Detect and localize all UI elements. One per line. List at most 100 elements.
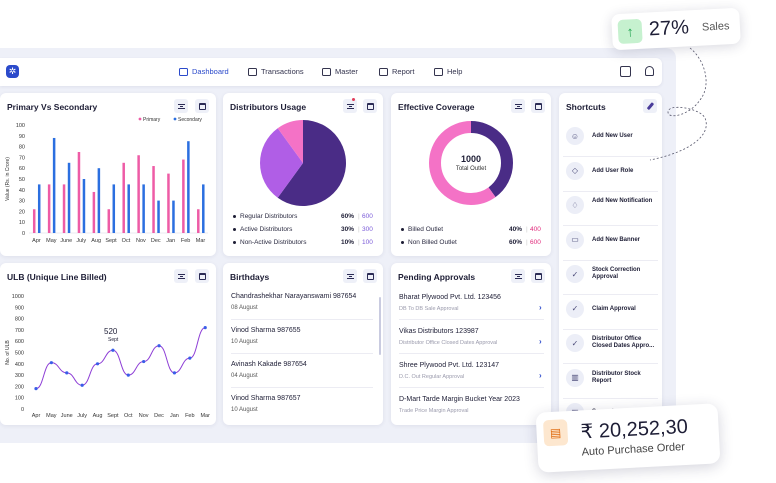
ulb-point-dec[interactable] (157, 344, 161, 348)
chevron-right-icon[interactable]: › (539, 337, 542, 346)
legend-count: 600 (530, 239, 541, 246)
y-tick-label: 50 (19, 177, 25, 183)
approval-name[interactable]: Vikas Distributors 123987 (399, 328, 479, 335)
shortcut-item[interactable]: ✓ Distributor Office Closed Dates Appro..… (559, 332, 662, 364)
bar-primary-aug[interactable] (92, 191, 96, 233)
legend-percent: 40% (509, 226, 523, 233)
bar-secondary-sept[interactable] (112, 184, 116, 233)
shortcut-item[interactable]: ✓ Claim Approval (559, 298, 662, 330)
bar-primary-jan[interactable] (167, 173, 170, 233)
bar-secondary-june[interactable] (67, 162, 71, 233)
birthday-name[interactable]: Vinod Sharma 987657 (231, 395, 301, 402)
nav-transactions[interactable]: Transactions (248, 67, 304, 76)
row-divider (399, 353, 544, 354)
bar-secondary-feb[interactable] (187, 141, 190, 233)
birthday-name[interactable]: Vinod Sharma 987655 (231, 327, 301, 334)
bar-primary-dec[interactable] (152, 166, 155, 233)
bar-secondary-jan[interactable] (172, 200, 175, 233)
nav-help[interactable]: Help (434, 67, 462, 76)
bar-primary-june[interactable] (62, 184, 66, 233)
bell-icon[interactable] (645, 66, 654, 76)
calendar-button[interactable] (531, 99, 545, 113)
filter-button[interactable] (343, 99, 357, 113)
bar-secondary-may[interactable] (52, 137, 56, 233)
ulb-point-apr[interactable] (34, 387, 38, 391)
ulb-point-july[interactable] (80, 383, 84, 387)
calendar-button[interactable] (531, 269, 545, 283)
row-divider (563, 363, 658, 364)
x-tick-label: Dec (154, 413, 164, 419)
calendar-button[interactable] (195, 269, 209, 283)
edit-shortcuts-button[interactable] (643, 99, 657, 113)
shortcut-item[interactable]: ✓ Stock Correction Approval (559, 263, 662, 295)
donut-segment-1[interactable] (429, 121, 513, 205)
calendar-button[interactable] (363, 269, 377, 283)
check-circle-icon: ✓ (566, 265, 584, 283)
shortcut-item[interactable]: ☺ Add New User (559, 125, 662, 157)
bar-secondary-dec[interactable] (157, 200, 160, 233)
nav-master[interactable]: Master (322, 67, 358, 76)
scrollbar[interactable] (379, 297, 381, 355)
bar-primary-july[interactable] (77, 152, 81, 233)
ulb-point-jan[interactable] (172, 371, 177, 375)
app-logo[interactable]: ✲ (6, 65, 19, 78)
ulb-point-feb[interactable] (188, 356, 192, 360)
chevron-right-icon[interactable]: › (539, 371, 542, 380)
pie-slice-2[interactable] (277, 120, 303, 163)
birthday-name[interactable]: Chandrashekhar Narayanswami 987654 (231, 293, 357, 300)
bar-secondary-nov[interactable] (142, 184, 145, 233)
ulb-point-sept[interactable] (111, 348, 115, 352)
birthday-name[interactable]: Avinash Kakade 987654 (231, 361, 307, 368)
shortcut-item[interactable]: ◇ Add User Role (559, 160, 662, 192)
legend-count: 600 (362, 213, 373, 220)
bar-primary-apr[interactable] (32, 209, 36, 233)
bar-primary-may[interactable] (47, 184, 51, 233)
filter-button[interactable] (174, 269, 188, 283)
filter-button[interactable] (343, 269, 357, 283)
bar-secondary-oct[interactable] (127, 184, 130, 233)
calendar-button[interactable] (363, 99, 377, 113)
legend-count: 300 (362, 226, 373, 233)
bar-primary-oct[interactable] (122, 162, 125, 233)
chevron-right-icon[interactable]: › (539, 303, 542, 312)
ulb-point-oct[interactable] (126, 373, 130, 377)
nav-report[interactable]: Report (379, 67, 415, 76)
y-tick-label: 30 (19, 199, 25, 205)
bar-secondary-aug[interactable] (97, 168, 101, 233)
shortcut-item[interactable]: ▭ Add New Banner (559, 229, 662, 261)
shortcut-item[interactable]: ♢ Add New Notification (559, 194, 662, 226)
bar-primary-mar[interactable] (197, 209, 200, 233)
ulb-point-may[interactable] (49, 361, 53, 365)
bar-secondary-july[interactable] (82, 179, 86, 233)
filter-icon (346, 273, 354, 279)
shortcut-item[interactable]: ▥ Distributor Stock Report (559, 367, 662, 399)
approval-name[interactable]: D-Mart Tarde Margin Bucket Year 2023 (399, 396, 520, 403)
ulb-point-nov[interactable] (142, 359, 146, 364)
pie-slice-1[interactable] (260, 128, 303, 198)
shortcut-label: Stock Correction Approval (592, 267, 641, 280)
ulb-point-mar[interactable] (203, 326, 207, 330)
ulb-point-june[interactable] (65, 371, 69, 375)
x-tick-label: Jan (170, 413, 179, 419)
filter-button[interactable] (174, 99, 188, 113)
user-icon: ☺ (566, 127, 584, 145)
pie-slice-0[interactable] (277, 120, 346, 207)
calendar-icon (198, 272, 206, 280)
bar-primary-nov[interactable] (137, 155, 140, 233)
y-tick-label: 800 (15, 317, 24, 323)
y-tick-label: 900 (15, 305, 24, 311)
approval-name[interactable]: Bharat Plywood Pvt. Ltd. 123456 (399, 294, 501, 301)
transactions-icon (248, 67, 257, 76)
nav-dashboard[interactable]: Dashboard (179, 67, 229, 76)
calendar-icon[interactable] (620, 66, 631, 77)
bar-primary-feb[interactable] (182, 159, 185, 233)
calendar-button[interactable] (195, 99, 209, 113)
filter-button[interactable] (511, 99, 525, 113)
home-icon (179, 67, 188, 76)
filter-button[interactable] (511, 269, 525, 283)
approval-name[interactable]: Shree Plywood Pvt. Ltd. 123147 (399, 362, 500, 369)
bar-primary-sept[interactable] (107, 209, 111, 233)
ulb-point-aug[interactable] (95, 362, 100, 366)
bar-secondary-apr[interactable] (37, 184, 41, 233)
bar-secondary-mar[interactable] (202, 184, 205, 233)
